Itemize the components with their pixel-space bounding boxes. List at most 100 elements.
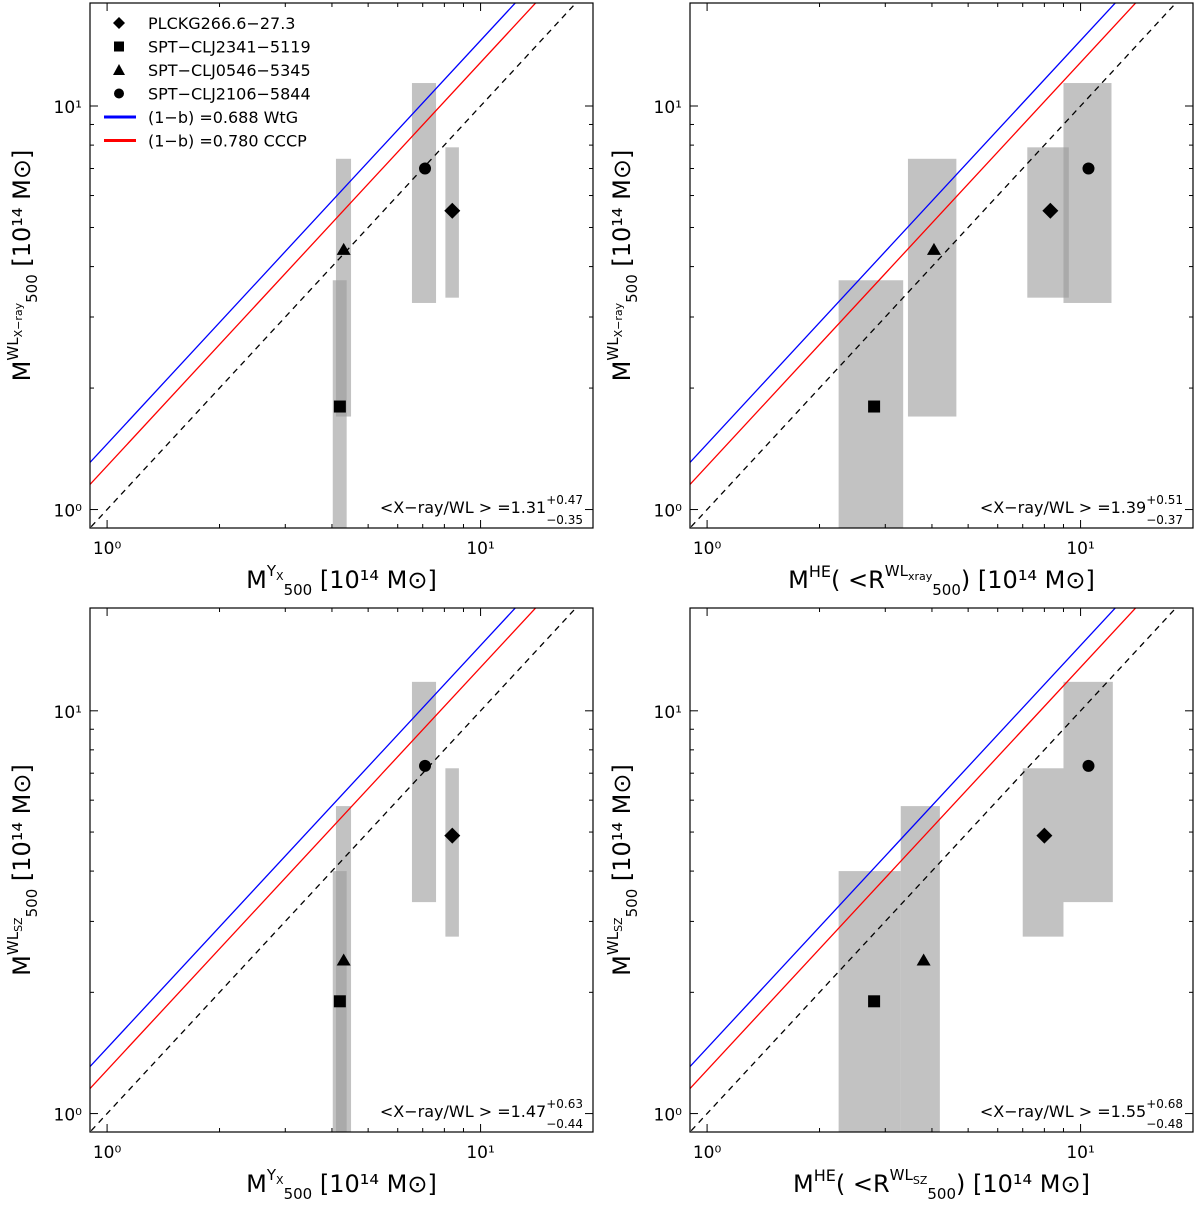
diamond-marker bbox=[1036, 827, 1053, 844]
plot-area bbox=[690, 608, 1177, 1132]
relation-line-identity bbox=[690, 608, 1177, 1132]
xlabel-sup: Y bbox=[266, 1166, 277, 1184]
error-box bbox=[445, 147, 459, 298]
triangle-marker bbox=[916, 953, 931, 966]
axes-frame bbox=[89, 607, 594, 1133]
ratio-plus: +0.47 bbox=[546, 493, 583, 507]
xlabel-unit: [10¹⁴ M⊙] bbox=[312, 1170, 437, 1198]
y-axis-label: MWLSZ500 [10¹⁴ M⊙] bbox=[4, 764, 41, 976]
ylabel-unit: [10¹⁴ M⊙] bbox=[608, 764, 636, 889]
xlabel-open: ( <R bbox=[831, 566, 885, 594]
xlabel-main: M bbox=[246, 566, 267, 594]
legend: PLCKG266.6−27.3 SPT−CLJ2341−5119 SPT−CLJ05… bbox=[104, 14, 311, 151]
relation-line-wtg bbox=[90, 608, 517, 1068]
ylabel-sup: WL bbox=[4, 337, 22, 361]
relation-line-wtg bbox=[690, 608, 1117, 1068]
ylabel-sup: WL bbox=[604, 931, 622, 955]
ylabel-sup: WL bbox=[4, 931, 22, 955]
relation-line-wtg bbox=[90, 3, 517, 464]
ratio-annotation: <X−ray/WL > =1.55+0.68 bbox=[980, 1097, 1183, 1121]
xlabel-main: M bbox=[246, 1170, 267, 1198]
xlabel-unit: [10¹⁴ M⊙] bbox=[312, 566, 437, 594]
ticks bbox=[90, 608, 594, 1132]
ratio-minus: −0.35 bbox=[546, 513, 583, 527]
ratio-prefix: <X−ray/WL > = bbox=[980, 498, 1111, 517]
ratio-value: 1.39 bbox=[1111, 498, 1147, 517]
error-box bbox=[335, 158, 352, 417]
ylabel-unit: [10¹⁴ M⊙] bbox=[608, 150, 636, 275]
xlabel-sup2: WL bbox=[890, 1166, 914, 1184]
y-tick-label: 10¹ bbox=[54, 703, 82, 723]
ratio-prefix: <X−ray/WL > = bbox=[380, 498, 511, 517]
relation-line-identity bbox=[690, 3, 1177, 528]
ratio-minus: −0.37 bbox=[1146, 513, 1183, 527]
ratio-prefix: <X−ray/WL > = bbox=[380, 1102, 511, 1121]
error-box bbox=[1022, 768, 1064, 937]
ratio-plus: +0.68 bbox=[1146, 1097, 1183, 1111]
error-box bbox=[445, 768, 459, 937]
triangle-marker bbox=[926, 242, 941, 255]
relation-line-cccp bbox=[90, 608, 537, 1090]
y-tick-label: 10⁰ bbox=[54, 1106, 83, 1126]
ratio-minus: −0.48 bbox=[1146, 1117, 1183, 1131]
y-tick-label: 10⁰ bbox=[654, 1106, 683, 1126]
diamond-icon bbox=[113, 17, 125, 29]
ylabel-supsub: SZ bbox=[612, 917, 625, 932]
xlabel-sub: 500 bbox=[927, 1185, 956, 1203]
ylabel-sup: WL bbox=[604, 337, 622, 361]
diamond-marker bbox=[444, 202, 461, 219]
square-icon bbox=[114, 41, 124, 52]
x-axis-label: MYX500 [10¹⁴ M⊙] bbox=[246, 562, 437, 599]
ratio-annotation: <X−ray/WL > =1.39+0.51 bbox=[980, 493, 1183, 517]
xlabel-sub: 500 bbox=[932, 581, 961, 599]
relation-line-wtg bbox=[690, 3, 1117, 464]
y-tick-label: 10⁰ bbox=[54, 502, 83, 522]
ratio-annotation: <X−ray/WL > =1.47+0.63 bbox=[380, 1097, 583, 1121]
x-tick-label: 10⁰ bbox=[693, 539, 722, 559]
x-axis-label: MYX500 [10¹⁴ M⊙] bbox=[246, 1166, 437, 1203]
ticks bbox=[690, 3, 1194, 528]
xlabel-close: ) bbox=[961, 566, 970, 594]
relation-line-cccp bbox=[690, 3, 1137, 486]
axes-frame bbox=[689, 607, 1194, 1133]
ylabel-sub: 500 bbox=[23, 274, 41, 303]
error-box bbox=[907, 158, 957, 417]
error-box bbox=[411, 681, 437, 903]
ratio-prefix: <X−ray/WL > = bbox=[980, 1102, 1111, 1121]
axes-frame bbox=[89, 2, 594, 529]
ylabel-sub: 500 bbox=[623, 274, 641, 303]
y-tick-label: 10¹ bbox=[654, 98, 682, 118]
x-axis-label: MHE( <RWLxray500) [10¹⁴ M⊙] bbox=[788, 562, 1095, 599]
square-marker bbox=[333, 995, 346, 1008]
xlabel-unit: [10¹⁴ M⊙] bbox=[965, 1170, 1090, 1198]
ylabel-sub: 500 bbox=[623, 889, 641, 918]
circle-marker bbox=[1082, 759, 1095, 772]
ylabel-main: M bbox=[608, 955, 636, 976]
square-marker bbox=[868, 995, 881, 1008]
xlabel-unit: [10¹⁴ M⊙] bbox=[970, 566, 1095, 594]
xlabel-supsub: xray bbox=[908, 570, 933, 583]
y-axis-label: MWLX−ray500 [10¹⁴ M⊙] bbox=[604, 150, 641, 382]
ticks bbox=[90, 3, 594, 528]
y-tick-label: 10⁰ bbox=[654, 502, 683, 522]
xlabel-supsub: SZ bbox=[913, 1174, 928, 1187]
x-tick-label: 10⁰ bbox=[693, 1143, 722, 1163]
xlabel-main: M bbox=[793, 1170, 814, 1198]
xlabel-sup2: WL bbox=[885, 562, 909, 580]
square-marker bbox=[868, 400, 881, 413]
circle-marker bbox=[1082, 162, 1095, 175]
x-axis-label: MHE( <RWLSZ500) [10¹⁴ M⊙] bbox=[793, 1166, 1090, 1203]
y-tick-label: 10¹ bbox=[654, 703, 682, 723]
legend-label: (1−b) =0.780 CCCP bbox=[148, 132, 307, 151]
relation-line-cccp bbox=[690, 608, 1137, 1090]
x-tick-label: 10⁰ bbox=[93, 1143, 122, 1163]
error-box bbox=[1063, 681, 1113, 903]
legend-label: (1−b) =0.688 WtG bbox=[148, 108, 298, 127]
xlabel-supsub: X bbox=[276, 570, 284, 583]
relation-line-identity bbox=[90, 3, 577, 528]
ylabel-supsub: X−ray bbox=[612, 302, 625, 337]
circle-marker bbox=[419, 162, 432, 175]
